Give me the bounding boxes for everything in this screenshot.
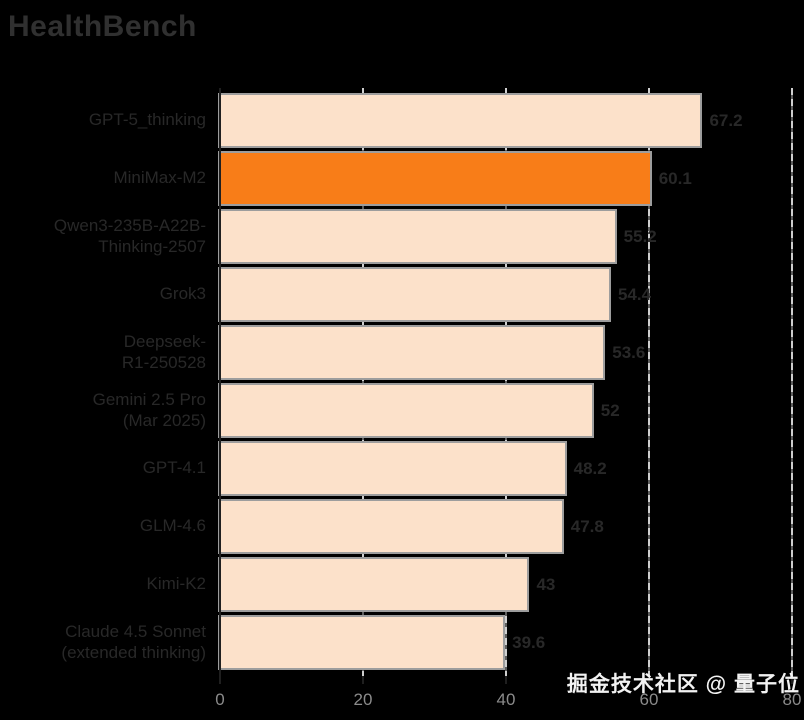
y-axis-line bbox=[219, 88, 221, 684]
axis-tick-mark bbox=[362, 676, 364, 684]
plot-area bbox=[220, 88, 800, 676]
bar-row: GLM-4.6 47.8 bbox=[0, 501, 804, 552]
bar-value-label: 55.2 bbox=[623, 226, 657, 246]
bar-value-label: 53.6 bbox=[612, 342, 646, 362]
bar bbox=[220, 269, 609, 320]
axis-tick-label: 40 bbox=[496, 690, 516, 709]
bar-category-label: GLM-4.6 bbox=[139, 516, 206, 536]
axis-tick-label: 80 bbox=[782, 690, 802, 709]
bar-category-label: MiniMax-M2 bbox=[113, 168, 206, 188]
bar-row: GPT-5_thinking 67.2 bbox=[0, 95, 804, 146]
bar-row: Qwen3-235B-A22B- Thinking-2507 55.2 bbox=[0, 211, 804, 262]
bar-category-label: Gemini 2.5 Pro (Mar 2025) bbox=[92, 390, 206, 430]
bar-row: GPT-4.1 48.2 bbox=[0, 443, 804, 494]
gridline bbox=[648, 88, 650, 676]
axis-tick-mark bbox=[505, 676, 507, 684]
bar-row: MiniMax-M2 60.1 bbox=[0, 153, 804, 204]
bar-value-label: 48.2 bbox=[573, 458, 607, 478]
bar-value-label: 67.2 bbox=[709, 110, 743, 130]
gridline bbox=[505, 88, 507, 676]
bar-track: 52 bbox=[220, 385, 804, 436]
bar-category-label: Qwen3-235B-A22B- Thinking-2507 bbox=[53, 216, 206, 256]
bar-value-label: 54.4 bbox=[617, 284, 652, 304]
bar bbox=[220, 211, 615, 262]
bar-rows: GPT-5_thinking 67.2 MiniMax-M2 60.1 Qwen… bbox=[0, 95, 804, 675]
axis-tick-mark bbox=[791, 676, 793, 684]
bar-category-label: GPT-5_thinking bbox=[88, 110, 206, 130]
gridline bbox=[362, 88, 364, 676]
bar-value-label: 39.6 bbox=[512, 632, 546, 652]
bar-track: 67.2 bbox=[220, 95, 804, 146]
bar bbox=[220, 327, 604, 378]
bar-row: Grok3 54.4 bbox=[0, 269, 804, 320]
axis-tick-mark bbox=[648, 676, 650, 684]
watermark-text: 掘金技术社区 @ 量子位 bbox=[566, 673, 800, 696]
bar-track: 55.2 bbox=[220, 211, 804, 262]
bar-category-label: Claude 4.5 Sonnet (extended thinking) bbox=[61, 622, 206, 662]
bar-track: 43 bbox=[220, 559, 804, 610]
bar-value-label: 43 bbox=[536, 574, 556, 594]
x-axis: 0 20 40 60 80 bbox=[0, 676, 804, 716]
bar-row: Claude 4.5 Sonnet (extended thinking) 39.… bbox=[0, 617, 804, 668]
bar-row: Gemini 2.5 Pro (Mar 2025) 52 bbox=[0, 385, 804, 436]
bar bbox=[220, 95, 701, 146]
bar-category-label: Grok3 bbox=[159, 284, 206, 304]
bar bbox=[220, 559, 528, 610]
chart-title: HealthBench bbox=[8, 10, 197, 43]
bar-track: 54.4 bbox=[220, 269, 804, 320]
bar-track: 47.8 bbox=[220, 501, 804, 552]
bar-row: Deepseek- R1-250528 53.6 bbox=[0, 327, 804, 378]
bar bbox=[220, 617, 504, 668]
bar bbox=[220, 501, 562, 552]
axis-tick-label: 0 bbox=[215, 690, 225, 709]
axis-tick-label: 20 bbox=[353, 690, 373, 709]
gridline bbox=[791, 88, 793, 676]
bar-track: 60.1 bbox=[220, 153, 804, 204]
bar-track: 53.6 bbox=[220, 327, 804, 378]
bar bbox=[220, 153, 650, 204]
axis-tick-mark bbox=[219, 676, 221, 684]
bar-value-label: 60.1 bbox=[658, 168, 692, 188]
bar-category-label: Deepseek- R1-250528 bbox=[121, 332, 206, 372]
bar-row: Kimi-K2 43 bbox=[0, 559, 804, 610]
axis-tick-label: 60 bbox=[639, 690, 659, 709]
bar-value-label: 47.8 bbox=[570, 516, 604, 536]
bar bbox=[220, 385, 592, 436]
bar-category-label: GPT-4.1 bbox=[142, 458, 206, 478]
bar-track: 48.2 bbox=[220, 443, 804, 494]
bar-track: 39.6 bbox=[220, 617, 804, 668]
bar-value-label: 52 bbox=[600, 400, 620, 420]
bar-category-label: Kimi-K2 bbox=[146, 574, 206, 594]
bar bbox=[220, 443, 565, 494]
